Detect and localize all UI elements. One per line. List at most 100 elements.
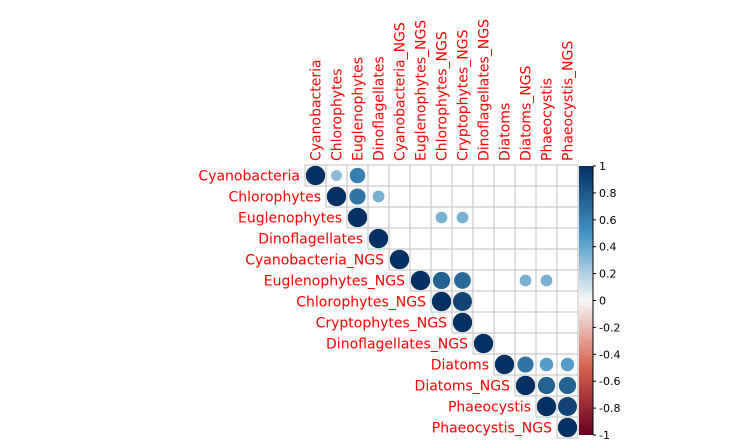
colorbar (579, 166, 593, 435)
colorbar-tick-label: -0.6 (599, 375, 620, 388)
grid-cell (493, 290, 516, 313)
row-label: Chlorophytes_NGS (296, 295, 426, 311)
row-label: Cyanobacteria (198, 169, 300, 185)
correlation-circle (435, 211, 448, 224)
correlation-circle (349, 167, 366, 184)
row-label: Diatoms (431, 358, 489, 374)
grid-cell (388, 206, 411, 229)
grid-cell (430, 248, 453, 271)
correlation-circle (368, 228, 389, 249)
correlation-circle (432, 271, 451, 290)
grid-cell (514, 332, 537, 355)
grid-cell (493, 227, 516, 250)
correlation-circle (453, 292, 472, 311)
colorbar-tick-label: 0 (599, 295, 606, 308)
grid-cell (535, 332, 558, 355)
grid-cell (514, 164, 537, 187)
grid-cell (367, 164, 390, 187)
correlation-circle (305, 165, 326, 186)
column-label: Cryptophytes_NGS (456, 29, 472, 161)
grid-cell (493, 185, 516, 208)
grid-cell (493, 164, 516, 187)
grid-cell (514, 311, 537, 334)
grid-cell (472, 185, 495, 208)
row-label: Cyanobacteria_NGS (245, 253, 384, 269)
grid-cell (388, 164, 411, 187)
row-label: Chlorophytes (228, 190, 321, 206)
row-label: Euglenophytes_NGS (264, 274, 405, 290)
grid-cell (451, 164, 474, 187)
grid-cell (409, 227, 432, 250)
grid-cell (430, 164, 453, 187)
grid-cell (514, 206, 537, 229)
grid-cell (493, 332, 516, 355)
column-label: Dinoflagellates (372, 56, 388, 161)
row-label: Euglenophytes (238, 211, 342, 227)
grid-cell (493, 248, 516, 271)
grid-cell (409, 164, 432, 187)
grid-cell (472, 227, 495, 250)
grid-cell (556, 290, 579, 313)
correlation-circle (557, 417, 578, 438)
grid-cell (535, 311, 558, 334)
column-label: Chlorophytes (330, 68, 346, 161)
colorbar-tick-label: 0.6 (599, 214, 617, 227)
grid-cell (430, 185, 453, 208)
row-label: Dinoflagellates_NGS (326, 337, 468, 353)
correlation-circle (410, 270, 431, 291)
column-label: Chlorophytes_NGS (435, 31, 451, 161)
correlation-circle (558, 397, 577, 416)
correlation-circle (331, 170, 342, 181)
row-label: Dinoflagellates (258, 232, 363, 248)
grid-cell (556, 269, 579, 292)
column-label: Phaeocystis_NGS (561, 41, 577, 161)
correlation-circle (540, 274, 553, 287)
correlation-circle (537, 376, 556, 395)
correlation-circle (515, 375, 536, 396)
row-label: Cryptophytes_NGS (316, 316, 448, 332)
correlation-circle (558, 376, 577, 395)
colorbar-tick-label: -0.4 (599, 348, 620, 361)
grid-cell (472, 290, 495, 313)
grid-cell (409, 206, 432, 229)
colorbar-tick-label: -0.2 (599, 321, 620, 334)
grid-cell (451, 185, 474, 208)
colorbar-tick-label: 0.4 (599, 241, 617, 254)
grid-cell (556, 227, 579, 250)
grid-cell (535, 227, 558, 250)
grid-cell (472, 248, 495, 271)
grid-cell (451, 227, 474, 250)
column-label: Euglenophytes (351, 57, 367, 161)
row-label: Phaeocystis_NGS (432, 421, 552, 437)
grid-cell (451, 248, 474, 271)
grid-cell (556, 332, 579, 355)
grid-cell (514, 227, 537, 250)
correlation-circle (536, 396, 557, 417)
correlation-circle (519, 274, 532, 287)
grid-cell (388, 185, 411, 208)
colorbar-tick-label: -0.8 (599, 402, 620, 415)
colorbar-tick-label: 0.2 (599, 268, 617, 281)
correlation-circle (560, 357, 575, 372)
grid-cell (556, 248, 579, 271)
row-label: Diatoms_NGS (415, 379, 511, 395)
correlation-circle (431, 291, 452, 312)
grid-cell (472, 206, 495, 229)
grid-cell (472, 164, 495, 187)
grid-cell (556, 311, 579, 334)
correlation-circle (539, 357, 554, 372)
grid-cell (493, 311, 516, 334)
colorbar-tick-label: 0.8 (599, 187, 617, 200)
correlation-circle (372, 190, 385, 203)
grid-cell (535, 290, 558, 313)
grid-cell (514, 290, 537, 313)
correlation-circle (452, 312, 473, 333)
grid-cell (472, 311, 495, 334)
grid-cell (493, 206, 516, 229)
column-label: Cyanobacteria (309, 59, 325, 161)
correlation-circle (347, 207, 368, 228)
grid-cell (535, 206, 558, 229)
correlation-circle (517, 356, 534, 373)
grid-cell (556, 164, 579, 187)
